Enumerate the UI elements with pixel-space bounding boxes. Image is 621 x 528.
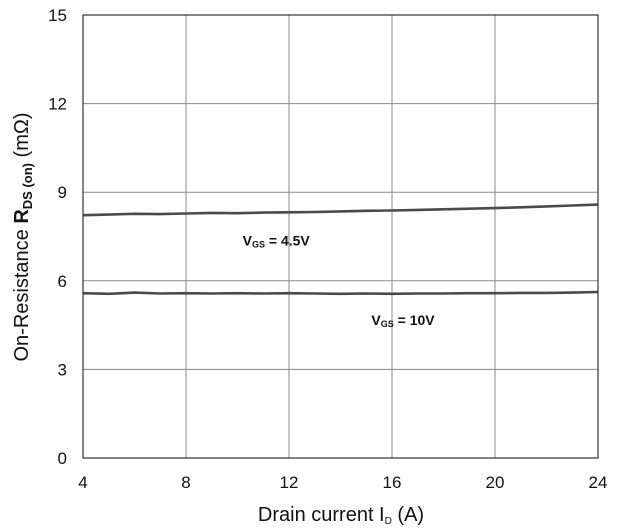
annotation-subscript: GS bbox=[381, 319, 394, 329]
x-axis-label-suffix: (A) bbox=[392, 504, 424, 526]
annotation-2: VGS = 10V bbox=[371, 312, 435, 329]
x-tick-label: 20 bbox=[486, 473, 505, 492]
y-axis-label-symbol: R bbox=[11, 209, 33, 224]
y-tick-label: 0 bbox=[58, 449, 67, 468]
y-axis-label-suffix: (mΩ) bbox=[11, 112, 33, 163]
x-tick-label: 16 bbox=[383, 473, 402, 492]
x-tick-label: 12 bbox=[280, 473, 299, 492]
y-tick-label: 6 bbox=[58, 272, 67, 291]
y-tick-labels: 0 3 6 9 12 15 bbox=[48, 6, 67, 468]
grid bbox=[82, 14, 599, 459]
y-tick-label: 9 bbox=[58, 183, 67, 202]
series-line-2 bbox=[82, 290, 599, 296]
series-layer bbox=[82, 203, 599, 296]
x-axis-label-prefix: Drain current I bbox=[258, 504, 385, 526]
y-axis-label: On-Resistance RDS (on) (mΩ) bbox=[11, 112, 35, 361]
annotation-symbol: V bbox=[243, 232, 253, 248]
x-tick-labels: 4 8 12 16 20 24 bbox=[78, 473, 607, 492]
annotation-value: = 10V bbox=[394, 312, 436, 328]
y-axis-label-prefix: On-Resistance bbox=[11, 224, 33, 362]
y-axis-label-subscript: DS (on) bbox=[20, 163, 35, 209]
annotation-1: VGS = 4.5V bbox=[243, 232, 311, 249]
annotation-subscript: GS bbox=[252, 239, 265, 249]
y-tick-label: 15 bbox=[48, 6, 67, 25]
y-tick-label: 12 bbox=[48, 95, 67, 114]
x-tick-label: 4 bbox=[78, 473, 87, 492]
x-tick-label: 8 bbox=[181, 473, 190, 492]
y-tick-label: 3 bbox=[58, 360, 67, 379]
plot-frame bbox=[82, 14, 599, 459]
annotation-symbol: V bbox=[371, 312, 381, 328]
series-line-1 bbox=[82, 203, 599, 217]
x-axis-label-subscript: D bbox=[385, 516, 392, 527]
x-tick-label: 24 bbox=[589, 473, 608, 492]
annotation-value: = 4.5V bbox=[265, 232, 310, 248]
x-axis-label: Drain current ID (A) bbox=[258, 504, 424, 527]
